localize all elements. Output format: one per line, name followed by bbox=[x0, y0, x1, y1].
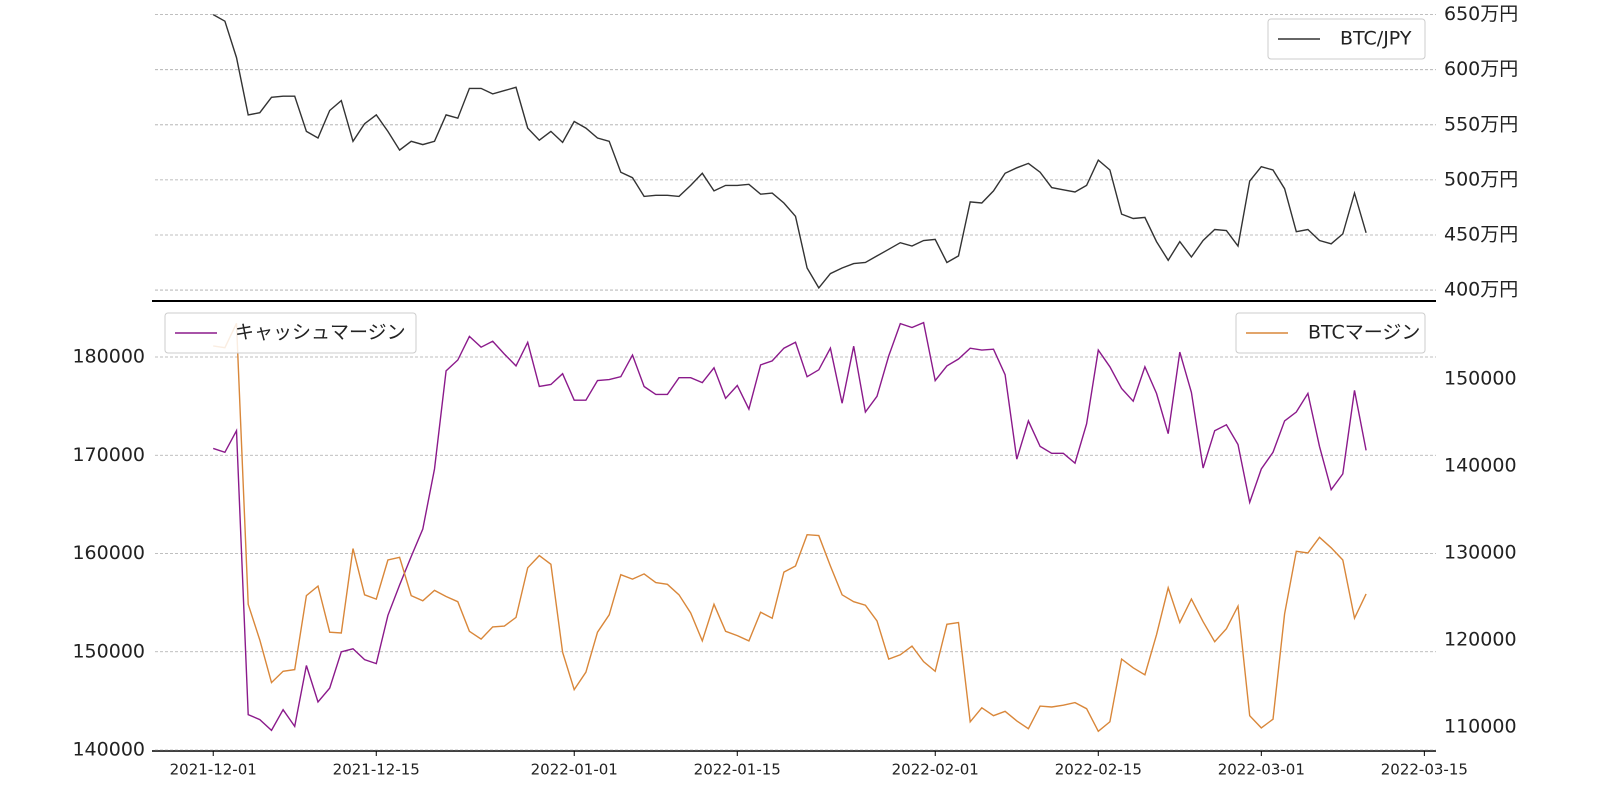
x-tick-label: 2021-12-01 bbox=[170, 761, 257, 779]
series-line bbox=[212, 321, 1367, 732]
legend: キャッシュマージン bbox=[164, 312, 417, 354]
series-line bbox=[212, 13, 1367, 290]
legend-box bbox=[1235, 312, 1426, 354]
y-tick-label: 180000 bbox=[72, 346, 145, 368]
x-tick-label: 2021-12-15 bbox=[333, 761, 420, 779]
y2-tick-label: 140000 bbox=[1444, 454, 1517, 476]
y-tick-label: 160000 bbox=[72, 542, 145, 564]
y-tick-label: 170000 bbox=[72, 444, 145, 466]
legend-box bbox=[1267, 18, 1426, 60]
y2-tick-label: 130000 bbox=[1444, 541, 1517, 563]
x-tick-label: 2022-02-01 bbox=[892, 761, 979, 779]
legend-label: BTCマージン bbox=[1308, 322, 1420, 344]
x-tick-label: 2022-03-15 bbox=[1381, 761, 1468, 779]
y-tick-label: 150000 bbox=[72, 640, 145, 662]
y2-tick-label: 120000 bbox=[1444, 628, 1517, 650]
y-tick-label: 550万円 bbox=[1444, 113, 1518, 135]
legend-label: キャッシュマージン bbox=[235, 322, 406, 344]
legend-box bbox=[164, 312, 417, 354]
y-tick-label: 650万円 bbox=[1444, 3, 1518, 25]
x-tick-label: 2022-01-15 bbox=[694, 761, 781, 779]
legend: BTCマージン bbox=[1235, 312, 1426, 354]
y-tick-label: 600万円 bbox=[1444, 58, 1518, 80]
x-tick-label: 2022-02-15 bbox=[1055, 761, 1142, 779]
legend-label: BTC/JPY bbox=[1340, 28, 1412, 50]
y2-tick-label: 150000 bbox=[1444, 367, 1517, 389]
y2-tick-label: 110000 bbox=[1444, 715, 1517, 737]
y-tick-label: 450万円 bbox=[1444, 223, 1518, 245]
y-tick-label: 500万円 bbox=[1444, 168, 1518, 190]
x-tick-label: 2022-01-01 bbox=[531, 761, 618, 779]
y-tick-label: 140000 bbox=[72, 739, 145, 761]
y-tick-label: 400万円 bbox=[1444, 279, 1518, 301]
x-tick-label: 2022-03-01 bbox=[1218, 761, 1305, 779]
legend: BTC/JPY bbox=[1267, 18, 1426, 60]
series-line bbox=[213, 322, 1367, 733]
